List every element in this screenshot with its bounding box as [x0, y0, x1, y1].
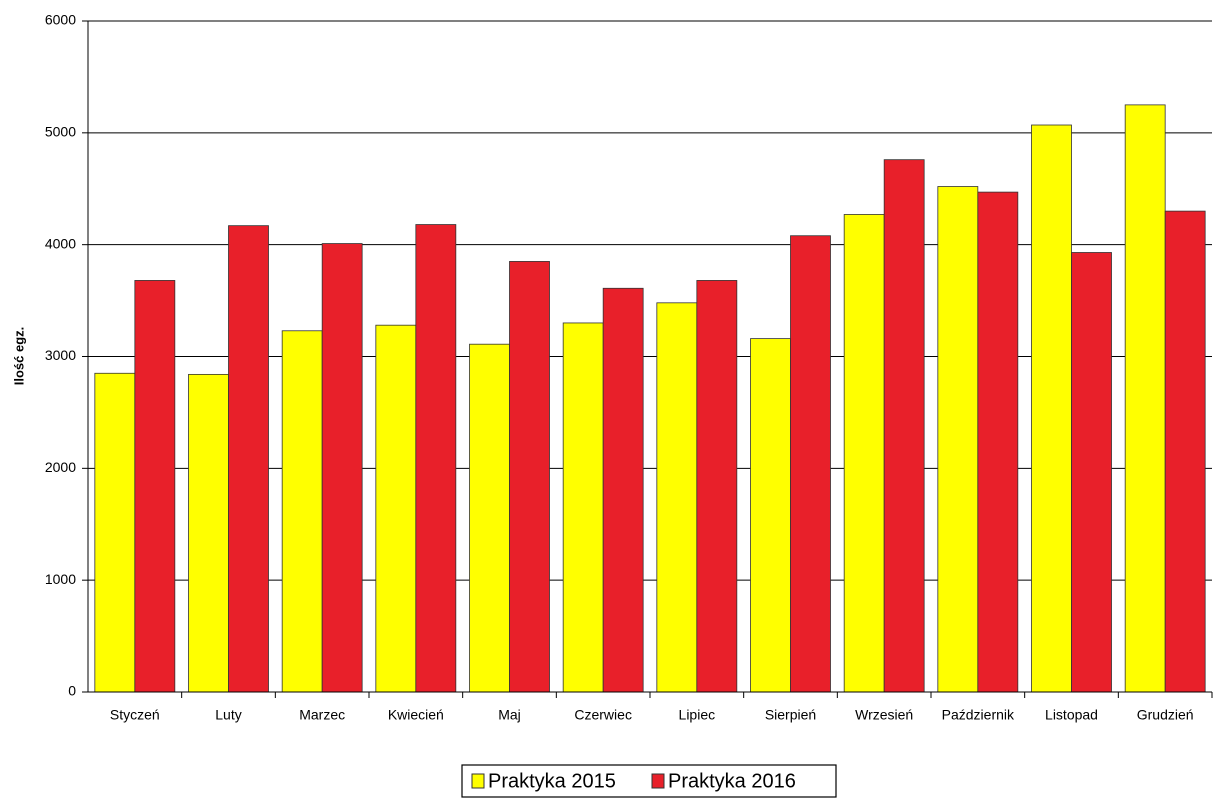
x-tick-label: Grudzień [1137, 707, 1194, 723]
legend-swatch [651, 773, 665, 789]
bar [977, 191, 1019, 693]
bar [937, 186, 979, 693]
bar [883, 159, 925, 693]
x-tick-label: Kwiecień [388, 707, 444, 723]
x-tick-label: Listopad [1045, 707, 1098, 723]
y-tick-label: 0 [68, 683, 76, 699]
bar [750, 338, 791, 693]
bar [134, 280, 176, 693]
x-tick-label: Styczeń [110, 707, 160, 723]
x-tick-label: Sierpień [765, 707, 816, 723]
y-tick-label: 4000 [45, 235, 76, 251]
bar [1124, 104, 1166, 693]
bar [375, 324, 417, 693]
bar [1164, 210, 1206, 693]
legend-swatch [471, 773, 485, 789]
bar [415, 224, 457, 693]
y-tick-label: 2000 [45, 459, 76, 475]
x-tick-label: Wrzesień [855, 707, 913, 723]
legend-box [461, 764, 837, 798]
legend-label: Praktyka 2016 [668, 770, 796, 792]
bar [696, 280, 738, 693]
legend-label: Praktyka 2015 [488, 770, 616, 792]
bar [602, 287, 644, 693]
x-tick-label: Październik [942, 707, 1015, 723]
x-tick-label: Lipiec [679, 707, 716, 723]
bar [94, 372, 136, 693]
bar [1031, 124, 1072, 693]
bar [228, 225, 269, 693]
y-tick-label: 1000 [45, 571, 76, 587]
bar [843, 214, 885, 693]
bar [281, 330, 323, 693]
y-tick-label: 3000 [45, 347, 76, 363]
bar [469, 343, 510, 693]
bar [790, 235, 831, 693]
y-tick-label: 6000 [45, 12, 76, 28]
bar [321, 243, 363, 693]
bar [562, 322, 604, 693]
x-tick-label: Czerwiec [574, 707, 632, 723]
x-tick-label: Marzec [299, 707, 345, 723]
y-axis-label: Ilość egz. [11, 327, 26, 386]
x-tick-label: Maj [498, 707, 521, 723]
y-tick-label: 5000 [45, 124, 76, 140]
bar [1071, 252, 1112, 693]
x-tick-label: Luty [215, 707, 241, 723]
bar [656, 302, 698, 693]
bar [188, 373, 229, 693]
bar [509, 261, 550, 693]
